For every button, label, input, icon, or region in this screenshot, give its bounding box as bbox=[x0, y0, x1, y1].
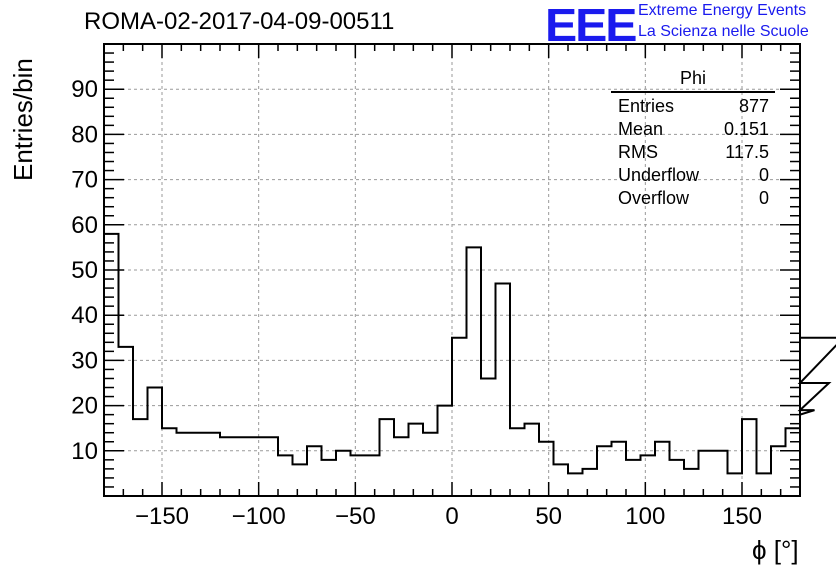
histogram-bin bbox=[554, 464, 569, 496]
histogram-bin bbox=[641, 455, 656, 496]
histogram-bin bbox=[133, 419, 148, 496]
stats-row-entries: Entries 877 bbox=[611, 95, 777, 118]
histogram-bin bbox=[771, 446, 786, 496]
y-tick-label: 30 bbox=[71, 347, 98, 374]
histogram-bin bbox=[626, 460, 641, 496]
stats-label: Underflow bbox=[618, 165, 700, 185]
histogram-bin bbox=[104, 234, 119, 496]
histogram-bin bbox=[742, 419, 757, 496]
histogram-bin bbox=[583, 469, 598, 496]
x-tick-label: 100 bbox=[625, 503, 665, 530]
histogram-bin bbox=[177, 433, 192, 496]
histogram-bin bbox=[119, 347, 134, 496]
chart-title: ROMA-02-2017-04-09-00511 bbox=[84, 8, 395, 35]
stats-row-underflow: Underflow 0 bbox=[611, 164, 777, 187]
histogram-bin bbox=[365, 455, 380, 496]
stats-value: 0 bbox=[758, 165, 769, 185]
x-tick-label: 0 bbox=[445, 503, 458, 530]
histogram-bin bbox=[148, 388, 163, 496]
histogram-bin bbox=[597, 446, 612, 496]
y-tick-label: 70 bbox=[71, 167, 98, 194]
y-tick-label: 40 bbox=[71, 302, 98, 329]
x-tick-label: −50 bbox=[335, 503, 376, 530]
histogram-bin bbox=[496, 284, 511, 496]
y-tick-label: 50 bbox=[71, 257, 98, 284]
x-tick-label: 150 bbox=[722, 503, 762, 530]
y-tick-label: 20 bbox=[71, 393, 98, 420]
histogram-bars bbox=[103, 232, 836, 496]
logo-line-1: Extreme Energy Events bbox=[638, 2, 807, 19]
y-axis-label: Entries/bin bbox=[8, 58, 38, 181]
histogram-bin bbox=[568, 473, 583, 496]
y-tick-label: 90 bbox=[71, 76, 98, 103]
logo-line-2: La Scienza nelle Scuole bbox=[638, 23, 809, 40]
y-tick-label: 60 bbox=[71, 212, 98, 239]
histogram-bin bbox=[525, 424, 540, 496]
x-tick-label: −100 bbox=[232, 503, 286, 530]
stats-row-rms: RMS 117.5 bbox=[611, 141, 777, 164]
y-tick-label: 80 bbox=[71, 121, 98, 148]
y-tick-label: 10 bbox=[71, 438, 98, 465]
histogram-bin bbox=[655, 442, 670, 496]
x-axis-label: ϕ [°] bbox=[752, 535, 799, 565]
axis-ticks bbox=[104, 44, 801, 496]
histogram-bin bbox=[438, 406, 453, 496]
histogram-bin bbox=[699, 451, 714, 496]
histogram-bin bbox=[264, 437, 279, 496]
histogram-bin bbox=[351, 455, 366, 496]
histogram-bin bbox=[612, 442, 627, 496]
histogram-bin bbox=[293, 464, 308, 496]
histogram-bin bbox=[235, 437, 250, 496]
histogram-bin bbox=[307, 446, 322, 496]
stats-label: Overflow bbox=[618, 188, 690, 208]
stats-box: Phi Entries 877 Mean 0.151 RMS 117.5 Und… bbox=[611, 68, 777, 210]
histogram-bin bbox=[467, 247, 482, 496]
histogram-bin bbox=[786, 428, 801, 496]
x-tick-label: −150 bbox=[135, 503, 189, 530]
histogram-bin bbox=[481, 378, 496, 496]
histogram-bin bbox=[220, 437, 235, 496]
histogram-bin bbox=[423, 433, 438, 496]
stats-row-mean: Mean 0.151 bbox=[611, 118, 777, 141]
histogram-bin bbox=[510, 428, 525, 496]
stats-title: Phi bbox=[611, 68, 775, 93]
histogram-bin bbox=[728, 473, 743, 496]
histogram-bin bbox=[191, 433, 206, 496]
stats-label: RMS bbox=[618, 142, 658, 162]
histogram-bin bbox=[162, 428, 177, 496]
eee-logo: EEE bbox=[545, 0, 637, 51]
stats-label: Mean bbox=[618, 119, 664, 139]
y-tick-labels: 10 20 30 40 50 60 70 80 90 bbox=[71, 76, 98, 465]
histogram-outline bbox=[103, 232, 836, 496]
x-tick-labels: −150 −100 −50 0 50 100 150 bbox=[135, 503, 762, 530]
histogram-bin bbox=[394, 437, 409, 496]
histogram-bin bbox=[452, 338, 467, 496]
histogram-bin bbox=[713, 451, 728, 496]
x-tick-label: 50 bbox=[535, 503, 562, 530]
histogram-bin bbox=[206, 433, 221, 496]
stats-value: 0.151 bbox=[723, 119, 769, 139]
histogram-bin bbox=[670, 460, 685, 496]
histogram-bin bbox=[336, 451, 351, 496]
histogram-bin bbox=[249, 437, 264, 496]
histogram-bin bbox=[322, 460, 337, 496]
histogram-bin bbox=[539, 442, 554, 496]
histogram-bin bbox=[409, 424, 424, 496]
histogram-bin bbox=[278, 455, 293, 496]
stats-value: 877 bbox=[738, 96, 769, 116]
histogram-bin bbox=[684, 469, 699, 496]
stats-label: Entries bbox=[618, 96, 675, 116]
stats-row-overflow: Overflow 0 bbox=[611, 187, 777, 210]
stats-value: 117.5 bbox=[725, 142, 769, 162]
histogram-bin bbox=[757, 473, 772, 496]
stats-value: 0 bbox=[758, 188, 769, 208]
histogram-bin bbox=[380, 419, 395, 496]
